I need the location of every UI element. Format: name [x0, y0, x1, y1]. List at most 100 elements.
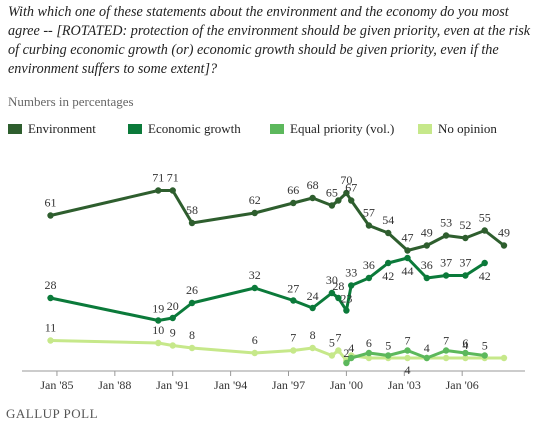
source-credit: GALLUP POLL	[6, 406, 99, 421]
data-label-equal-priority: 7	[405, 334, 411, 348]
data-point-environment	[481, 227, 488, 234]
data-point-equal-priority	[481, 352, 488, 359]
data-point-environment	[169, 187, 176, 194]
data-label-economic-growth: 44	[402, 264, 414, 278]
data-point-no-opinion	[442, 354, 450, 362]
legend-item-economic-growth: Economic growth	[128, 121, 241, 137]
data-point-no-opinion	[365, 354, 373, 362]
chart-question: With which one of these statements about…	[8, 4, 531, 77]
data-label-no-opinion: 7	[335, 331, 341, 345]
legend-label-environment: Environment	[28, 121, 96, 136]
data-label-economic-growth: 28	[45, 278, 57, 292]
series-line-no-opinion	[50, 339, 504, 362]
data-point-economic-growth	[365, 274, 373, 282]
data-label-no-opinion: 8	[189, 328, 195, 342]
data-point-equal-priority	[462, 349, 469, 357]
data-label-no-opinion: 7	[290, 331, 296, 345]
data-point-environment	[155, 187, 162, 194]
chart-subtitle: Numbers in percentages	[8, 94, 134, 109]
data-label-environment: 49	[421, 226, 433, 240]
legend-item-environment: Environment	[8, 121, 96, 137]
data-label-environment: 67	[345, 181, 357, 195]
data-point-environment	[348, 197, 355, 204]
data-label-environment: 71	[167, 171, 179, 185]
x-tick-label: Jan '94	[214, 378, 247, 392]
x-tick-label: Jan '88	[98, 378, 131, 392]
data-label-economic-growth: 36	[363, 258, 375, 272]
data-point-environment	[462, 234, 469, 242]
data-label-environment: 49	[498, 226, 510, 240]
data-point-no-opinion	[155, 339, 162, 347]
data-point-economic-growth	[155, 317, 162, 324]
x-tick-label: Jan '85	[40, 378, 73, 392]
data-label-equal-priority: 6	[366, 336, 372, 350]
data-point-no-opinion	[290, 347, 297, 354]
data-point-no-opinion	[462, 354, 469, 362]
data-label-equal-priority: 6	[462, 336, 468, 350]
data-point-equal-priority	[423, 354, 431, 362]
legend-label-equal-priority: Equal priority (vol.)	[290, 121, 395, 136]
data-point-economic-growth	[404, 254, 411, 262]
data-point-economic-growth	[385, 259, 392, 267]
data-label-economic-growth: 19	[152, 302, 164, 316]
x-tick-label: Jan '06	[446, 378, 479, 392]
data-point-economic-growth	[290, 297, 297, 304]
data-label-environment: 57	[363, 206, 375, 220]
data-point-economic-growth	[423, 274, 431, 282]
data-label-economic-growth: 24	[307, 289, 319, 303]
data-label-economic-growth: 27	[287, 282, 299, 296]
data-point-environment	[385, 229, 392, 237]
legend-label-no-opinion: No opinion	[438, 121, 497, 136]
data-point-environment	[188, 219, 196, 227]
data-point-environment	[47, 212, 54, 219]
data-point-economic-growth	[309, 304, 316, 312]
data-point-economic-growth	[343, 307, 350, 314]
series-line-environment	[50, 189, 505, 252]
data-point-economic-growth	[251, 284, 258, 292]
data-label-environment: 71	[152, 171, 164, 185]
data-label-economic-growth: 42	[479, 269, 491, 283]
data-label-economic-growth: 37	[440, 256, 452, 270]
data-label-environment: 61	[45, 196, 57, 210]
data-label-no-opinion: 10	[152, 323, 164, 337]
data-point-no-opinion	[404, 354, 411, 362]
data-label-equal-priority: 4	[424, 341, 430, 355]
data-point-environment	[365, 222, 373, 229]
data-point-no-opinion	[169, 342, 176, 349]
data-label-no-opinion: 11	[45, 321, 57, 335]
x-tick-label: Jan '91	[156, 378, 189, 392]
data-point-equal-priority	[343, 359, 350, 367]
data-label-environment: 55	[479, 211, 491, 225]
data-point-environment	[335, 197, 342, 204]
data-point-no-opinion	[500, 354, 508, 362]
data-point-environment	[343, 189, 350, 197]
data-point-equal-priority	[348, 354, 355, 362]
data-point-equal-priority	[385, 352, 392, 359]
data-point-environment	[328, 202, 336, 209]
data-point-economic-growth	[348, 282, 355, 289]
legend-swatch-economic-growth	[128, 124, 142, 134]
data-point-environment	[251, 209, 258, 217]
data-label-environment: 66	[287, 183, 299, 197]
series-line-economic-growth	[50, 256, 486, 322]
data-label-environment: 47	[402, 231, 414, 245]
data-label-economic-growth: 20	[167, 299, 179, 313]
data-label-economic-growth: 36	[421, 258, 433, 272]
data-point-economic-growth	[47, 294, 54, 302]
legend-swatch-environment	[8, 124, 22, 134]
data-point-economic-growth	[462, 272, 469, 279]
data-label-no-opinion: 8	[310, 328, 316, 342]
data-label-environment: 52	[459, 218, 471, 232]
data-point-environment	[500, 242, 508, 249]
data-point-economic-growth	[188, 299, 196, 307]
legend-item-equal-priority: Equal priority (vol.)	[270, 121, 394, 137]
x-tick-label: Jan '97	[272, 378, 305, 392]
data-point-environment	[309, 194, 316, 202]
legend-label-economic-growth: Economic growth	[148, 121, 241, 136]
legend-item-no-opinion: No opinion	[418, 121, 497, 137]
data-point-no-opinion	[47, 337, 54, 344]
data-label-environment: 53	[440, 216, 452, 230]
data-label-economic-growth: 30	[326, 273, 338, 287]
data-label-no-opinion: 6	[252, 333, 258, 347]
